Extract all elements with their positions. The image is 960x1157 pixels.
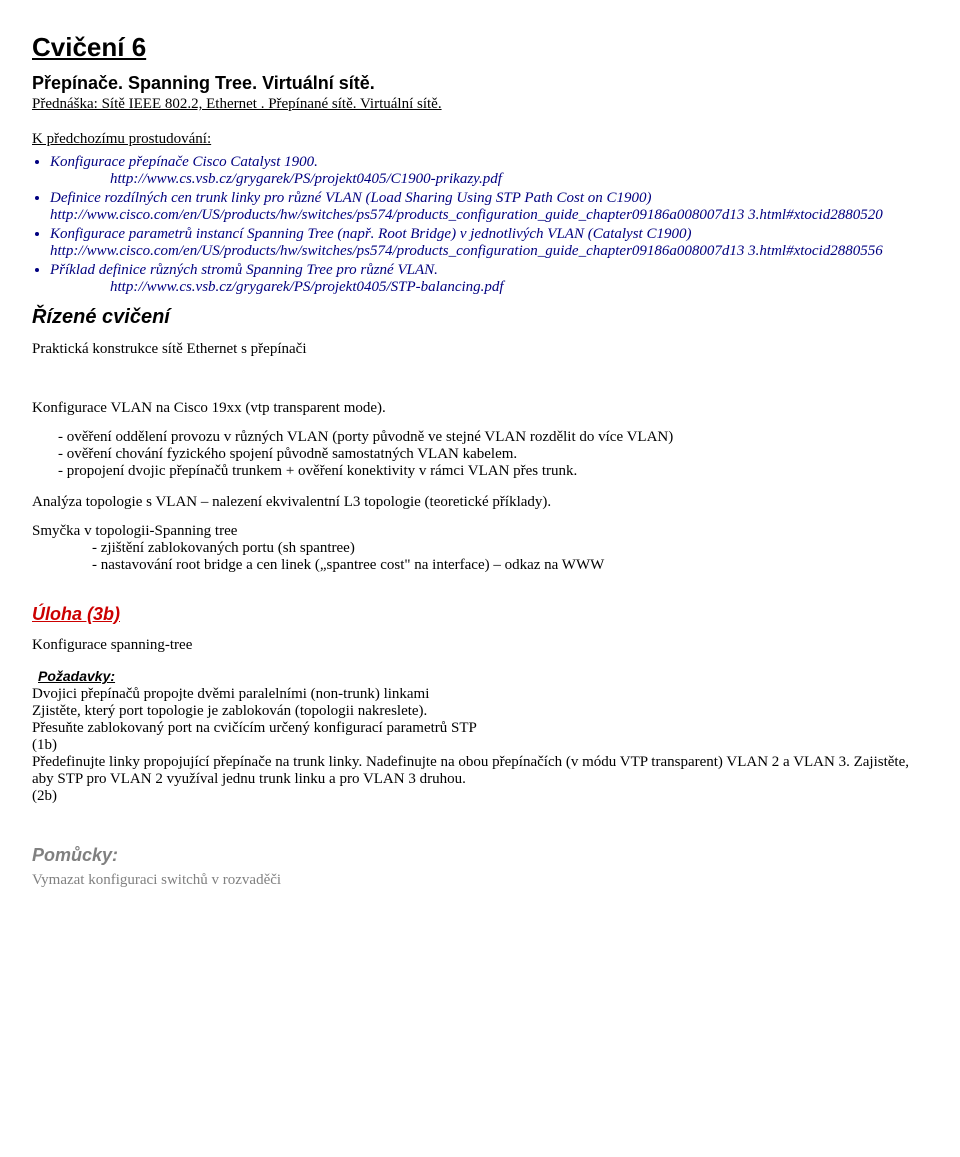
- lecture-line: Přednáška: Sítě IEEE 802.2, Ethernet . P…: [32, 96, 928, 113]
- analysis-line: Analýza topologie s VLAN – nalezení ekvi…: [32, 494, 928, 511]
- prestudy-item-link[interactable]: http://www.cs.vsb.cz/grygarek/PS/projekt…: [110, 171, 928, 188]
- loop-heading: Smyčka v topologii-Spanning tree: [32, 523, 928, 540]
- uloha-intro: Konfigurace spanning-tree: [32, 637, 928, 654]
- prestudy-heading: K předchozímu prostudování:: [32, 131, 928, 148]
- page-title: Cvičení 6: [32, 32, 928, 63]
- rizene-intro: Praktická konstrukce sítě Ethernet s pře…: [32, 341, 928, 358]
- loop-point: - zjištění zablokovaných portu (sh spant…: [92, 540, 928, 557]
- vlan-point: - propojení dvojic přepínačů trunkem + o…: [58, 463, 928, 480]
- vlan-point: - ověření oddělení provozu v různých VLA…: [58, 429, 928, 446]
- prestudy-item-text: Příklad definice různých stromů Spanning…: [50, 262, 438, 278]
- prestudy-item: Konfigurace přepínače Cisco Catalyst 190…: [50, 154, 928, 188]
- pozadavky-line: Přesuňte zablokovaný port na cvičícím ur…: [32, 720, 928, 737]
- pozadavky-line: Předefinujte linky propojující přepínače…: [32, 754, 928, 788]
- rizene-heading: Řízené cvičení: [32, 306, 928, 329]
- prestudy-list: Konfigurace přepínače Cisco Catalyst 190…: [50, 154, 928, 296]
- prestudy-item-link[interactable]: http://www.cs.vsb.cz/grygarek/PS/projekt…: [110, 279, 928, 296]
- pozadavky-line: Zjistěte, který port topologie je zablok…: [32, 703, 928, 720]
- vlan-config-line: Konfigurace VLAN na Cisco 19xx (vtp tran…: [32, 400, 928, 417]
- page-subtitle: Přepínače. Spanning Tree. Virtuální sítě…: [32, 73, 928, 94]
- pomucky-heading: Pomůcky:: [32, 845, 928, 866]
- loop-point: - nastavování root bridge a cen linek („…: [92, 557, 928, 574]
- pozadavky-line: (1b): [32, 737, 928, 754]
- pomucky-line: Vymazat konfiguraci switchů v rozvaděči: [32, 872, 928, 889]
- prestudy-item: Příklad definice různých stromů Spanning…: [50, 262, 928, 296]
- prestudy-item: Definice rozdílných cen trunk linky pro …: [50, 190, 928, 224]
- pozadavky-line: (2b): [32, 788, 928, 805]
- prestudy-item-text: Konfigurace přepínače Cisco Catalyst 190…: [50, 154, 318, 170]
- pozadavky-block: Dvojici přepínačů propojte dvěmi paralel…: [32, 686, 928, 805]
- pozadavky-line: Dvojici přepínačů propojte dvěmi paralel…: [32, 686, 928, 703]
- vlan-points: - ověření oddělení provozu v různých VLA…: [58, 429, 928, 480]
- uloha-heading: Úloha (3b): [32, 604, 928, 625]
- vlan-point: - ověření chování fyzického spojení půvo…: [58, 446, 928, 463]
- prestudy-item: Konfigurace parametrů instancí Spanning …: [50, 226, 928, 260]
- loop-block: Smyčka v topologii-Spanning tree - zjišt…: [32, 523, 928, 574]
- pozadavky-heading: Požadavky:: [38, 668, 928, 684]
